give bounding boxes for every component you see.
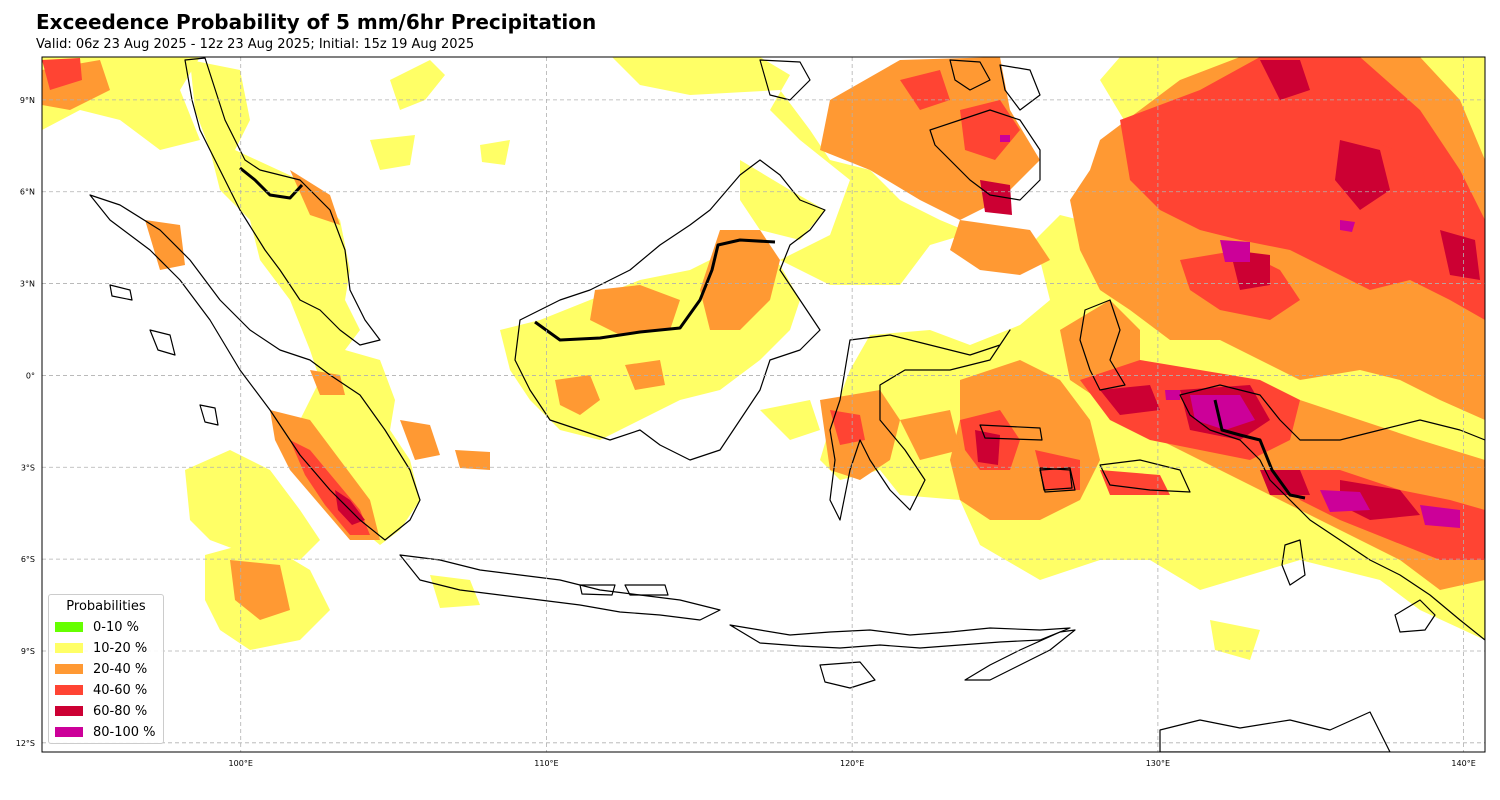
legend-label: 60-80 % [93, 703, 148, 719]
latitude-tick-label: 9°S [21, 647, 35, 656]
legend-item-60-80: 60-80 % [55, 702, 147, 720]
latitude-tick-label: 3°S [21, 463, 35, 472]
legend-label: 10-20 % [93, 640, 148, 656]
latitude-tick-label: 3°N [20, 280, 35, 289]
border-layer [239, 166, 1306, 500]
longitude-tick-label: 110°E [534, 759, 558, 768]
graticule [42, 57, 1485, 752]
coastline-layer [89, 57, 1485, 752]
longitude-tick-label: 100°E [229, 759, 253, 768]
map-subtitle: Valid: 06z 23 Aug 2025 - 12z 23 Aug 2025… [36, 37, 475, 52]
legend-title: Probabilities [66, 599, 146, 614]
latitude-tick-label: 0° [26, 371, 35, 380]
legend-swatch [55, 643, 83, 653]
legend-label: 80-100 % [93, 724, 156, 740]
legend-label: 20-40 % [93, 661, 148, 677]
latitude-tick-label: 12°S [16, 739, 35, 748]
legend-label: 40-60 % [93, 682, 148, 698]
longitude-tick-label: 140°E [1451, 759, 1475, 768]
legend-swatch [55, 664, 83, 674]
longitude-tick-label: 130°E [1146, 759, 1170, 768]
legend-swatch [55, 622, 83, 632]
latitude-tick-label: 9°N [20, 96, 35, 105]
legend-swatch [55, 685, 83, 695]
legend-swatch [55, 727, 83, 737]
map-frame [41, 56, 1486, 753]
longitude-labels: 100°E 110°E 120°E 130°E 140°E [229, 759, 1476, 768]
legend-swatch [55, 706, 83, 716]
latitude-labels: 9°N 6°N 3°N 0° 3°S 6°S 9°S 12°S [16, 96, 35, 748]
longitude-tick-label: 120°E [840, 759, 864, 768]
probability-legend: Probabilities 0-10 % 10-20 % 20-40 % 40-… [48, 594, 164, 744]
map-title: Exceedence Probability of 5 mm/6hr Preci… [36, 10, 597, 34]
legend-item-40-60: 40-60 % [55, 681, 147, 699]
latitude-tick-label: 6°S [21, 555, 35, 564]
legend-label: 0-10 % [93, 619, 139, 635]
latitude-tick-label: 6°N [20, 188, 35, 197]
legend-item-20-40: 20-40 % [55, 660, 147, 678]
legend-item-10-20: 10-20 % [55, 639, 147, 657]
legend-item-0-10: 0-10 % [55, 618, 139, 636]
legend-item-80-100: 80-100 % [55, 723, 156, 741]
probability-field-layer [42, 57, 1485, 660]
